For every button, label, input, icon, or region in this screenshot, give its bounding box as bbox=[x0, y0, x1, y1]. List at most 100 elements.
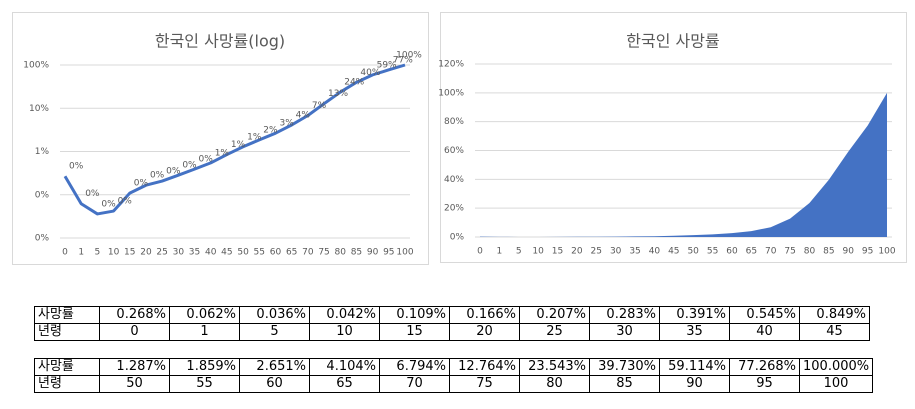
table-cell: 1.287% bbox=[99, 358, 170, 376]
data-label: 77% bbox=[393, 55, 413, 65]
x-tick-label: 1 bbox=[497, 247, 503, 257]
data-label: 0% bbox=[85, 189, 100, 199]
data-label: 3% bbox=[279, 119, 294, 129]
data-label: 59% bbox=[377, 60, 397, 70]
data-label: 0% bbox=[118, 197, 133, 207]
table-cell: 0.391% bbox=[659, 306, 730, 324]
x-tick-label: 5 bbox=[516, 247, 522, 257]
table-cell: 6.794% bbox=[379, 358, 450, 376]
table-cell: 75 bbox=[449, 375, 520, 393]
x-tick-label: 35 bbox=[189, 248, 200, 258]
row-header: 년령 bbox=[34, 375, 100, 393]
table-cell: 77.268% bbox=[729, 358, 800, 376]
x-tick-label: 5 bbox=[95, 248, 101, 258]
y-tick-label: 20% bbox=[444, 204, 464, 214]
x-tick-label: 40 bbox=[205, 248, 217, 258]
x-tick-label: 20 bbox=[571, 247, 583, 257]
y-tick-label: 0% bbox=[35, 234, 50, 244]
table-cell: 30 bbox=[589, 323, 660, 341]
table-cell: 0.036% bbox=[239, 306, 310, 324]
x-tick-label: 50 bbox=[237, 248, 249, 258]
data-label: 7% bbox=[312, 101, 327, 111]
table-cell: 0.166% bbox=[449, 306, 520, 324]
table-cell: 100 bbox=[798, 375, 874, 393]
y-tick-label: 1% bbox=[35, 147, 50, 157]
x-tick-label: 75 bbox=[318, 248, 329, 258]
x-tick-label: 100 bbox=[878, 247, 895, 257]
table-cell: 39.730% bbox=[589, 358, 660, 376]
x-tick-label: 70 bbox=[765, 247, 777, 257]
row-header: 사망률 bbox=[34, 306, 100, 324]
chart-title: 한국인 사망률(log) bbox=[155, 32, 285, 51]
data-label: 100% bbox=[396, 51, 422, 61]
row-header: 년령 bbox=[34, 323, 100, 341]
x-tick-label: 100 bbox=[396, 248, 413, 258]
table-cell: 0.109% bbox=[379, 306, 450, 324]
x-tick-label: 60 bbox=[726, 247, 738, 257]
table-cell: 0.268% bbox=[99, 306, 170, 324]
x-tick-label: 45 bbox=[221, 248, 232, 258]
table-cell: 0.207% bbox=[519, 306, 590, 324]
data-label: 0% bbox=[69, 162, 84, 172]
table-cell: 0.283% bbox=[589, 306, 660, 324]
table: 사망률 0.268% 0.062% 0.036% 0.042% 0.109% 0.166% 0… bbox=[34, 306, 870, 341]
x-tick-label: 85 bbox=[823, 247, 834, 257]
x-tick-label: 25 bbox=[156, 248, 167, 258]
data-label: 0% bbox=[134, 179, 149, 189]
x-tick-label: 75 bbox=[784, 247, 795, 257]
x-tick-label: 50 bbox=[687, 247, 699, 257]
row-header: 사망률 bbox=[34, 358, 100, 376]
table-cell: 65 bbox=[309, 375, 380, 393]
y-tick-label: 0% bbox=[450, 233, 465, 243]
x-tick-label: 85 bbox=[351, 248, 362, 258]
x-tick-label: 30 bbox=[610, 247, 622, 257]
x-tick-label: 10 bbox=[108, 248, 120, 258]
data-label: 1% bbox=[247, 132, 262, 142]
table-row: 사망률 0.268% 0.062% 0.036% 0.042% 0.109% 0.166% 0… bbox=[34, 306, 870, 324]
data-label: 1% bbox=[215, 148, 230, 158]
y-tick-label: 120% bbox=[438, 60, 464, 70]
table-cell: 20 bbox=[449, 323, 520, 341]
x-tick-label: 15 bbox=[124, 248, 135, 258]
table-cell: 0.849% bbox=[799, 306, 870, 324]
x-tick-label: 40 bbox=[649, 247, 661, 257]
x-tick-label: 25 bbox=[591, 247, 602, 257]
data-label: 24% bbox=[344, 78, 364, 88]
table-cell: 15 bbox=[379, 323, 450, 341]
table: 사망률 1.287% 1.859% 2.651% 4.104% 6.794% 12.764%… bbox=[34, 358, 874, 393]
table-cell: 0.545% bbox=[729, 306, 800, 324]
table-cell: 23.543% bbox=[519, 358, 590, 376]
table-cell: 0 bbox=[99, 323, 170, 341]
table-cell: 12.764% bbox=[449, 358, 520, 376]
x-tick-label: 55 bbox=[254, 248, 265, 258]
y-tick-label: 40% bbox=[444, 175, 464, 185]
x-tick-label: 10 bbox=[532, 247, 544, 257]
x-tick-label: 15 bbox=[552, 247, 563, 257]
table-cell: 50 bbox=[99, 375, 170, 393]
data-label: 2% bbox=[263, 125, 278, 135]
x-tick-label: 80 bbox=[804, 247, 816, 257]
data-label: 40% bbox=[360, 68, 380, 78]
data-label: 0% bbox=[199, 155, 214, 165]
table-cell: 100.000% bbox=[798, 358, 874, 376]
x-tick-label: 20 bbox=[140, 248, 152, 258]
x-tick-label: 80 bbox=[335, 248, 347, 258]
y-tick-label: 0% bbox=[35, 190, 50, 200]
data-label: 1% bbox=[231, 140, 246, 150]
table-cell: 60 bbox=[239, 375, 310, 393]
table-cell: 0.042% bbox=[309, 306, 380, 324]
data-label: 13% bbox=[328, 89, 348, 99]
data-label: 0% bbox=[101, 199, 116, 209]
x-tick-label: 95 bbox=[862, 247, 873, 257]
data-label: 0% bbox=[182, 161, 197, 171]
table-cell: 55 bbox=[169, 375, 240, 393]
table-cell: 40 bbox=[729, 323, 800, 341]
data-label: 0% bbox=[150, 171, 165, 181]
table-cell: 0.062% bbox=[169, 306, 240, 324]
area bbox=[480, 92, 887, 237]
table-cell: 90 bbox=[659, 375, 730, 393]
table-row: 년령 50 55 60 65 70 75 80 85 90 95 100 bbox=[34, 375, 874, 393]
table-cell: 1.859% bbox=[169, 358, 240, 376]
chart-frame bbox=[12, 12, 429, 265]
